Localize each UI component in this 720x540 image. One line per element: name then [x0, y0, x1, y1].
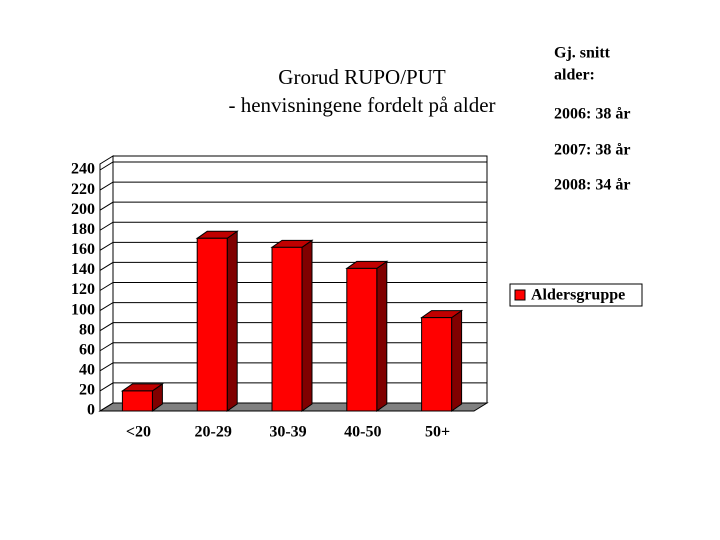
y-tick-label: 100 — [71, 301, 95, 318]
grid-line — [99, 201, 487, 211]
y-tick-label: 20 — [79, 382, 95, 399]
x-tick-label: <20 — [126, 424, 151, 441]
y-tick-label: 200 — [71, 201, 95, 218]
grid-line — [99, 181, 487, 191]
legend-swatch — [514, 289, 526, 301]
annotation: alder: — [554, 67, 595, 84]
legend-box — [509, 283, 643, 307]
chart-title: - henvisningene fordelt på alder — [228, 93, 495, 117]
grid-line — [99, 221, 487, 231]
bar — [346, 267, 378, 412]
y-tick-label: 140 — [71, 261, 95, 278]
y-tick-label: 180 — [71, 221, 95, 238]
bar — [421, 317, 453, 412]
bar — [196, 237, 228, 412]
annotation: 2008: 34 år — [554, 177, 630, 194]
annotation: 2007: 38 år — [554, 142, 630, 159]
bar-side — [376, 260, 388, 412]
y-tick-label: 80 — [79, 321, 95, 338]
y-tick-label: 0 — [87, 402, 95, 419]
bar — [121, 390, 153, 412]
annotation: Gj. snitt — [554, 45, 611, 62]
y-tick-label: 160 — [71, 241, 95, 258]
x-tick-label: 50+ — [425, 424, 450, 441]
legend-label: Aldersgruppe — [531, 287, 625, 304]
y-tick-label: 220 — [71, 181, 95, 198]
bar-side — [301, 239, 313, 412]
bar-side — [226, 230, 238, 412]
annotation: 2006: 38 år — [554, 106, 630, 123]
x-tick-label: 20-29 — [195, 424, 232, 441]
bar — [271, 246, 303, 412]
chart-title: Grorud RUPO/PUT — [278, 65, 446, 89]
y-tick-label: 60 — [79, 341, 95, 358]
x-tick-label: 30-39 — [269, 424, 306, 441]
bar-side — [451, 309, 463, 412]
y-tick-label: 240 — [71, 161, 95, 178]
grid-line — [99, 241, 487, 251]
y-tick-label: 120 — [71, 281, 95, 298]
x-tick-label: 40-50 — [344, 424, 381, 441]
grid-line — [99, 161, 487, 171]
y-tick-label: 40 — [79, 362, 95, 379]
